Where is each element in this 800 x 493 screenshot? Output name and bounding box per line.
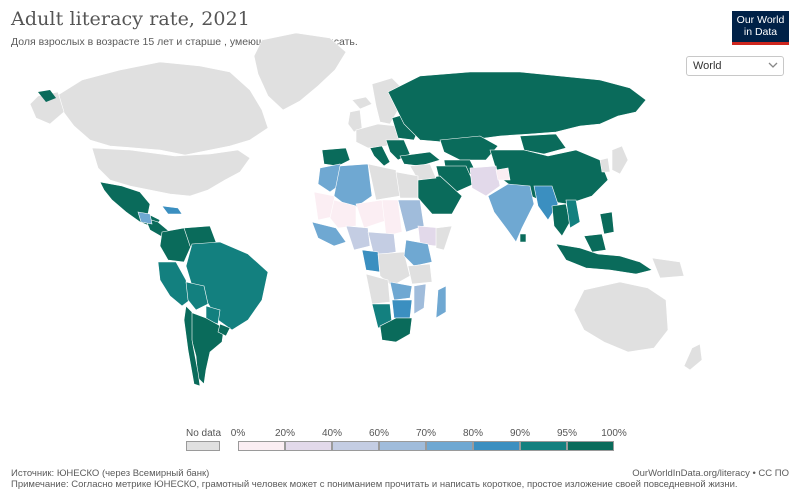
country-paraguay[interactable]	[205, 305, 221, 325]
country-cameroon-car[interactable]	[367, 231, 397, 257]
legend-tick-label: 70%	[415, 428, 437, 439]
country-japan[interactable]	[611, 145, 629, 175]
chevron-down-icon	[768, 62, 778, 68]
country-somalia[interactable]	[435, 225, 453, 251]
country-alaska[interactable]	[29, 91, 65, 125]
country-libya[interactable]	[367, 163, 401, 201]
country-uruguay[interactable]	[217, 323, 231, 337]
country-papua[interactable]	[651, 257, 685, 279]
country-guatemala[interactable]	[137, 211, 153, 225]
country-zambia[interactable]	[389, 281, 413, 301]
logo-accent-bar	[732, 42, 789, 45]
country-italy[interactable]	[369, 145, 391, 167]
country-india[interactable]	[487, 183, 535, 243]
country-congo[interactable]	[361, 249, 381, 273]
country-chad[interactable]	[381, 199, 403, 237]
country-bolivia[interactable]	[185, 281, 209, 311]
country-argentina[interactable]	[189, 311, 225, 385]
country-west-africa-coast[interactable]	[311, 221, 347, 247]
country-mongolia[interactable]	[519, 133, 567, 155]
legend-tick-label: 100%	[601, 428, 627, 439]
country-usa[interactable]	[91, 147, 251, 197]
country-caribbean[interactable]	[161, 205, 183, 215]
logo-line-1: Our World	[736, 14, 785, 26]
legend-swatch[interactable]	[238, 441, 285, 451]
note-text: Примечание: Согласно метрике ЮНЕСКО, гра…	[11, 479, 738, 490]
legend-tick-label: 40%	[321, 428, 343, 439]
country-alaska-dot[interactable]	[38, 90, 56, 102]
country-thailand[interactable]	[551, 203, 571, 237]
legend-tick-label: 80%	[462, 428, 484, 439]
logo-line-2: in Data	[743, 26, 778, 38]
legend-swatch[interactable]	[285, 441, 332, 451]
country-botswana-zimbabwe[interactable]	[391, 299, 413, 319]
country-iceland[interactable]	[351, 96, 373, 110]
country-spain-portugal[interactable]	[321, 147, 351, 167]
country-chile[interactable]	[183, 305, 201, 387]
country-new-zealand[interactable]	[683, 343, 703, 371]
region-dropdown-value: World	[693, 60, 722, 72]
country-greenland[interactable]	[253, 32, 347, 111]
country-malaysia-borneo[interactable]	[583, 233, 607, 253]
country-australia[interactable]	[573, 281, 669, 353]
legend-tick-label: 0%	[230, 428, 246, 439]
country-vietnam[interactable]	[565, 199, 581, 229]
country-canada[interactable]	[57, 61, 269, 156]
legend-swatch[interactable]	[332, 441, 379, 451]
legend-no-data-label: No data	[186, 428, 222, 439]
legend-tick-label: 60%	[368, 428, 390, 439]
country-tanzania[interactable]	[407, 263, 433, 285]
legend-swatch[interactable]	[520, 441, 567, 451]
country-philippines[interactable]	[599, 211, 615, 235]
world-map	[29, 32, 703, 387]
country-angola[interactable]	[365, 273, 391, 305]
country-russia[interactable]	[387, 71, 647, 143]
source-text: Источник: ЮНЕСКО (через Всемирный банк)	[11, 468, 210, 479]
color-legend: 0% 20% 40% 60% 70% 80% 90% 95% 100%	[186, 428, 627, 458]
country-korea[interactable]	[599, 157, 611, 173]
country-mozambique[interactable]	[413, 283, 427, 315]
legend-swatch[interactable]	[473, 441, 520, 451]
country-drc[interactable]	[377, 251, 411, 287]
legend-swatch[interactable]	[567, 441, 614, 451]
legend-tick-label: 20%	[274, 428, 296, 439]
country-kenya-uganda[interactable]	[403, 239, 433, 267]
country-kazakhstan[interactable]	[439, 135, 499, 161]
legend-no-data-swatch[interactable]	[186, 441, 220, 451]
country-afghanistan-pakistan[interactable]	[469, 165, 501, 197]
region-dropdown[interactable]: World	[686, 56, 784, 76]
country-egypt[interactable]	[395, 171, 419, 199]
legend-swatch[interactable]	[426, 441, 473, 451]
legend-tick-label: 95%	[556, 428, 578, 439]
country-nepal[interactable]	[495, 167, 511, 181]
chart-title: Adult literacy rate, 2021	[11, 8, 250, 30]
legend-tick-label: 90%	[509, 428, 531, 439]
country-sudan[interactable]	[397, 199, 425, 233]
legend-swatch[interactable]	[379, 441, 426, 451]
country-madagascar[interactable]	[435, 285, 447, 319]
country-turkey[interactable]	[399, 151, 441, 167]
country-brazil[interactable]	[185, 241, 269, 331]
country-sri-lanka[interactable]	[519, 233, 527, 243]
source-url-link[interactable]: OurWorldInData.org/literacy • CC ПО	[632, 468, 789, 479]
owid-logo[interactable]: Our World in Data	[732, 11, 789, 45]
country-south-africa[interactable]	[379, 317, 413, 343]
country-ecuador-peru[interactable]	[157, 261, 191, 307]
country-nigeria[interactable]	[345, 225, 371, 251]
